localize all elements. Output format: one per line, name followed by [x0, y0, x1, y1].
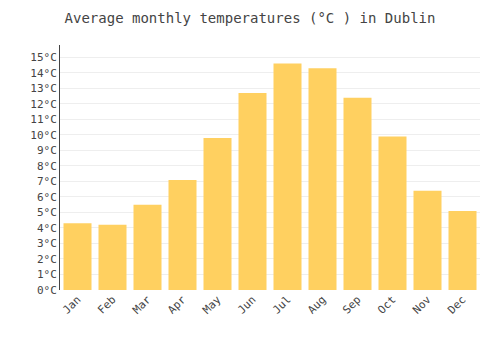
svg-text:Aug: Aug	[305, 293, 328, 316]
svg-text:Feb: Feb	[95, 293, 118, 316]
svg-text:5°C: 5°C	[37, 206, 57, 219]
svg-text:Dec: Dec	[445, 293, 468, 316]
svg-text:10°C: 10°C	[30, 129, 57, 142]
svg-text:13°C: 13°C	[30, 82, 57, 95]
svg-text:Jul: Jul	[270, 293, 293, 316]
svg-text:8°C: 8°C	[37, 160, 57, 173]
svg-text:15°C: 15°C	[30, 51, 57, 64]
svg-text:4°C: 4°C	[37, 222, 57, 235]
svg-text:6°C: 6°C	[37, 191, 57, 204]
svg-text:May: May	[200, 293, 224, 317]
svg-text:12°C: 12°C	[30, 98, 57, 111]
svg-text:7°C: 7°C	[37, 175, 57, 188]
svg-text:Apr: Apr	[165, 293, 189, 317]
svg-text:Sep: Sep	[340, 293, 363, 316]
svg-text:0°C: 0°C	[37, 284, 57, 297]
svg-text:2°C: 2°C	[37, 253, 57, 266]
svg-text:3°C: 3°C	[37, 237, 57, 250]
svg-text:1°C: 1°C	[37, 268, 57, 281]
svg-text:Oct: Oct	[375, 293, 398, 316]
svg-text:Nov: Nov	[410, 293, 434, 317]
svg-text:Mar: Mar	[130, 293, 154, 317]
svg-text:Jun: Jun	[235, 293, 258, 316]
svg-text:Average monthly temperatures (: Average monthly temperatures (°C ) in Du…	[65, 10, 436, 26]
svg-text:9°C: 9°C	[37, 144, 57, 157]
svg-text:14°C: 14°C	[30, 67, 57, 80]
svg-text:11°C: 11°C	[30, 113, 57, 126]
svg-text:Jan: Jan	[60, 293, 83, 316]
